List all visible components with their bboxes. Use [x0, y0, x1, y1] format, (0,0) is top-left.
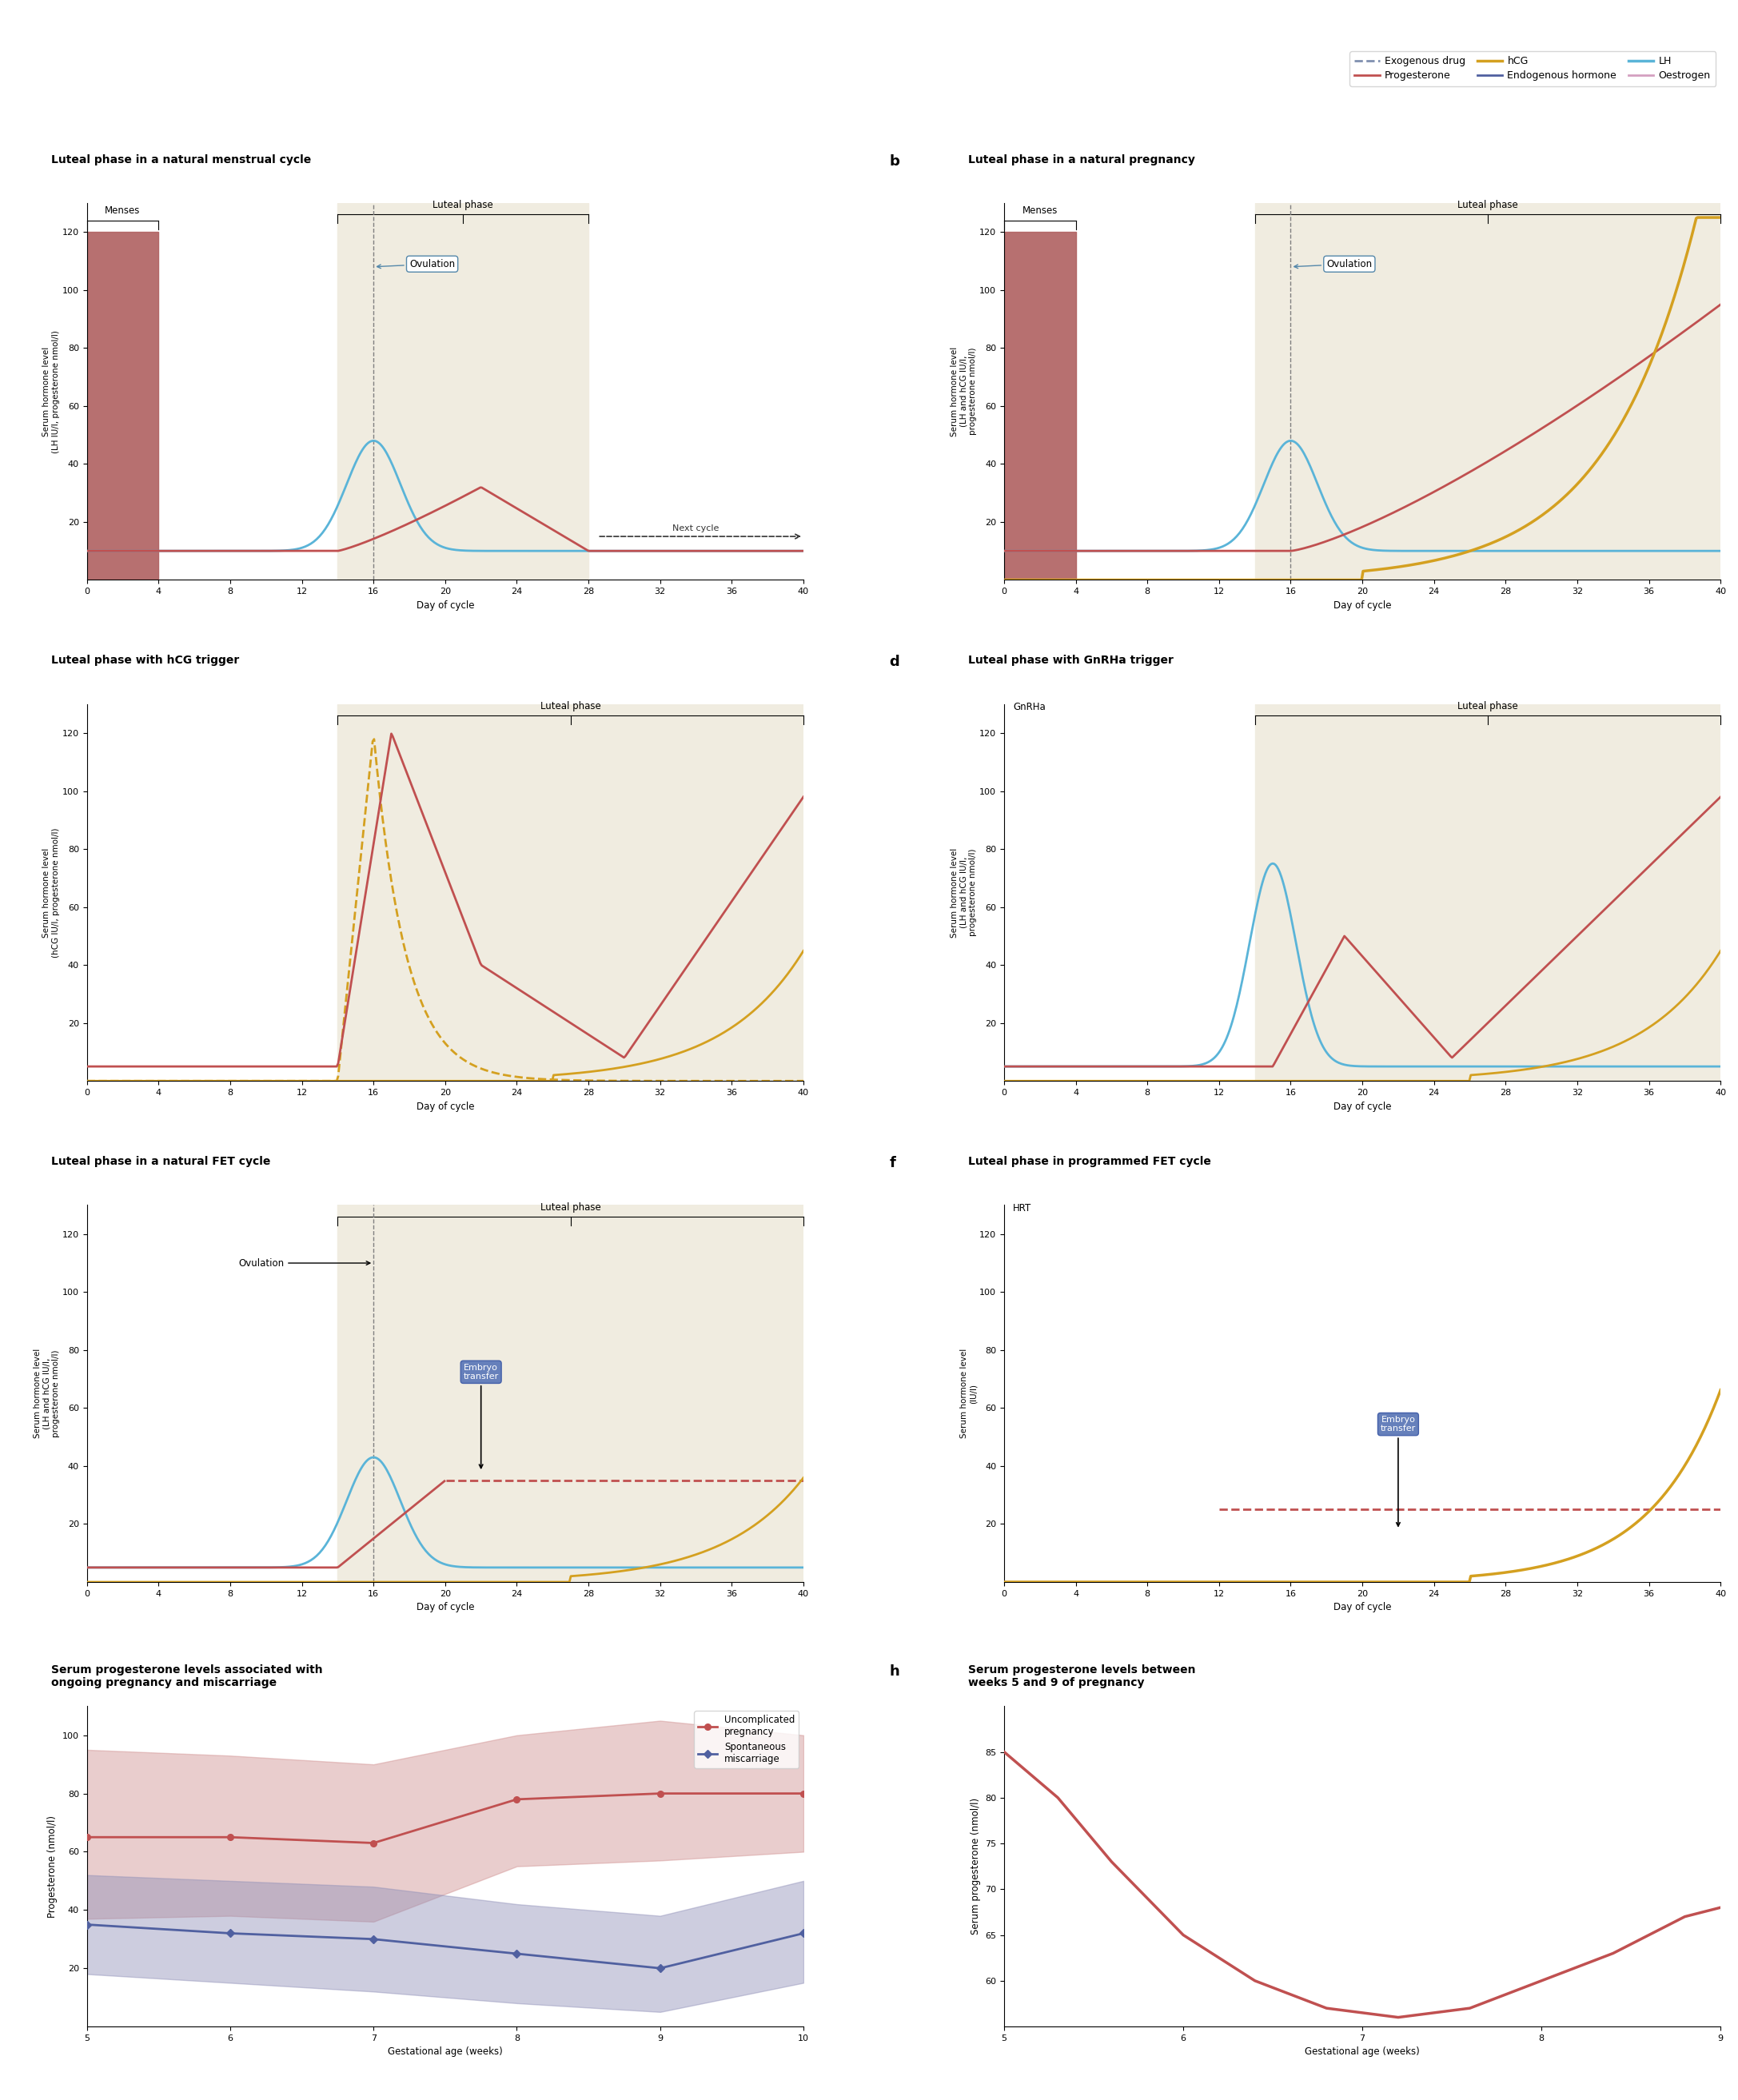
Y-axis label: Serum hormone level
(LH and hCG IU/l,
progesterone nmol/l): Serum hormone level (LH and hCG IU/l, pr… — [951, 347, 977, 437]
Line: Spontaneous
miscarriage: Spontaneous miscarriage — [83, 1922, 806, 1972]
Uncomplicated
pregnancy — [76, 1825, 97, 1850]
Text: Luteal phase in a natural FET cycle: Luteal phase in a natural FET cycle — [50, 1157, 271, 1168]
X-axis label: Day of cycle: Day of cycle — [1333, 601, 1392, 611]
Uncomplicated
pregnancy — [363, 1831, 384, 1856]
Text: Luteal phase: Luteal phase — [433, 200, 494, 210]
Text: Ovulation: Ovulation — [1295, 258, 1373, 269]
Bar — [1255, 704, 1721, 1082]
Text: Ovulation: Ovulation — [377, 258, 455, 269]
Text: Luteal phase in a natural pregnancy: Luteal phase in a natural pregnancy — [968, 153, 1196, 166]
Text: Luteal phase: Luteal phase — [541, 1201, 601, 1212]
Line: Uncomplicated
pregnancy: Uncomplicated pregnancy — [83, 1791, 806, 1846]
Text: d: d — [890, 655, 900, 670]
Y-axis label: Serum hormone level
(LH IU/l, progesterone nmol/l): Serum hormone level (LH IU/l, progestero… — [43, 330, 61, 454]
Text: Serum progesterone levels between
weeks 5 and 9 of pregnancy: Serum progesterone levels between weeks … — [968, 1665, 1196, 1688]
Spontaneous
miscarriage — [650, 1955, 671, 1980]
Spontaneous
miscarriage — [219, 1922, 240, 1947]
Text: HRT: HRT — [1013, 1203, 1032, 1214]
Y-axis label: Serum progesterone (nmol/l): Serum progesterone (nmol/l) — [970, 1798, 980, 1934]
Text: Embryo
transfer: Embryo transfer — [1380, 1415, 1416, 1527]
Text: Menses: Menses — [104, 206, 141, 216]
Spontaneous
miscarriage — [363, 1926, 384, 1951]
Text: GnRHa: GnRHa — [1013, 701, 1046, 712]
Text: Luteal phase: Luteal phase — [1458, 701, 1517, 712]
X-axis label: Day of cycle: Day of cycle — [1333, 1100, 1392, 1111]
Y-axis label: Serum hormone level
(LH and hCG IU/l,
progesterone nmol/l): Serum hormone level (LH and hCG IU/l, pr… — [33, 1348, 61, 1438]
X-axis label: Day of cycle: Day of cycle — [415, 1100, 474, 1111]
Text: Luteal phase: Luteal phase — [541, 701, 601, 712]
Bar — [337, 704, 803, 1082]
Text: Menses: Menses — [1022, 206, 1058, 216]
Legend: Uncomplicated
pregnancy, Spontaneous
miscarriage: Uncomplicated pregnancy, Spontaneous mis… — [693, 1711, 799, 1768]
Spontaneous
miscarriage — [506, 1940, 527, 1966]
Bar — [337, 204, 589, 580]
Spontaneous
miscarriage — [76, 1911, 97, 1936]
Uncomplicated
pregnancy — [650, 1781, 671, 1806]
Text: Luteal phase: Luteal phase — [1458, 200, 1517, 210]
Legend: Exogenous drug, Progesterone, hCG, Endogenous hormone, LH, Oestrogen: Exogenous drug, Progesterone, hCG, Endog… — [1349, 50, 1715, 86]
Text: Luteal phase in programmed FET cycle: Luteal phase in programmed FET cycle — [968, 1157, 1211, 1168]
Uncomplicated
pregnancy — [219, 1825, 240, 1850]
X-axis label: Day of cycle: Day of cycle — [415, 1602, 474, 1613]
X-axis label: Gestational age (weeks): Gestational age (weeks) — [1305, 2047, 1420, 2058]
Text: b: b — [890, 153, 900, 168]
Bar — [337, 1205, 803, 1581]
Text: Luteal phase with GnRHa trigger: Luteal phase with GnRHa trigger — [968, 655, 1173, 666]
Text: f: f — [890, 1157, 895, 1170]
Y-axis label: Serum hormone level
(IU/l): Serum hormone level (IU/l) — [959, 1348, 977, 1438]
Uncomplicated
pregnancy — [506, 1787, 527, 1812]
Text: Serum progesterone levels associated with
ongoing pregnancy and miscarriage: Serum progesterone levels associated wit… — [50, 1665, 323, 1688]
Bar — [1255, 204, 1721, 580]
Y-axis label: Serum hormone level
(hCG IU/l, progesterone nmol/l): Serum hormone level (hCG IU/l, progester… — [43, 827, 61, 958]
X-axis label: Day of cycle: Day of cycle — [415, 601, 474, 611]
Text: Ovulation: Ovulation — [238, 1258, 370, 1268]
Text: h: h — [890, 1665, 900, 1678]
Y-axis label: Progesterone (nmol/l): Progesterone (nmol/l) — [47, 1814, 57, 1917]
Text: Luteal phase with hCG trigger: Luteal phase with hCG trigger — [50, 655, 240, 666]
X-axis label: Gestational age (weeks): Gestational age (weeks) — [388, 2047, 502, 2058]
Uncomplicated
pregnancy — [793, 1781, 813, 1806]
Y-axis label: Serum hormone level
(LH and hCG IU/l,
progesterone nmol/l): Serum hormone level (LH and hCG IU/l, pr… — [951, 848, 977, 937]
X-axis label: Day of cycle: Day of cycle — [1333, 1602, 1392, 1613]
Text: Luteal phase in a natural menstrual cycle: Luteal phase in a natural menstrual cycl… — [50, 153, 311, 166]
Spontaneous
miscarriage — [793, 1922, 813, 1947]
Text: Next cycle: Next cycle — [673, 525, 720, 531]
Text: Embryo
transfer: Embryo transfer — [464, 1363, 499, 1468]
